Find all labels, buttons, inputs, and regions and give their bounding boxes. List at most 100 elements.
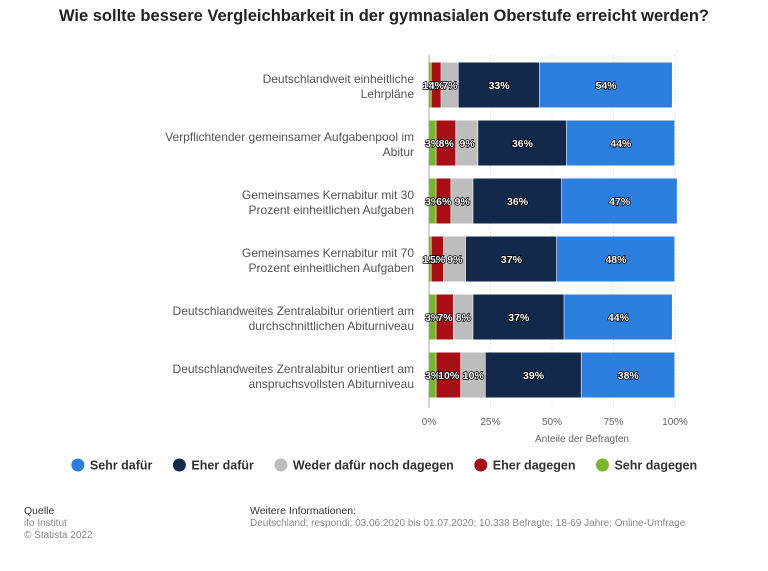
data-label: 3% — [425, 370, 441, 382]
bar-segment[interactable] — [458, 62, 540, 108]
bar-segment[interactable] — [453, 294, 473, 340]
legend-item[interactable]: Eher dafür — [172, 458, 254, 473]
category-label: Verpflichtender gemeinsamer Aufgabenpool… — [165, 130, 414, 159]
bar-segment[interactable] — [465, 236, 557, 282]
bar-segment[interactable] — [436, 352, 461, 398]
bar-segment[interactable] — [429, 294, 436, 340]
x-tick-label: 25% — [480, 417, 500, 428]
legend-item[interactable]: Weder dafür noch dagegen — [274, 458, 454, 473]
x-tick-label: 100% — [662, 417, 688, 428]
legend-item[interactable]: Sehr dagegen — [595, 458, 697, 473]
category-label: Gemeinsames Kernabitur mit 70 Prozent ein… — [242, 246, 414, 275]
bar-segment[interactable] — [451, 178, 473, 224]
bar-segment[interactable] — [566, 120, 675, 166]
data-label: 44% — [610, 138, 632, 150]
bar-segment[interactable] — [564, 294, 672, 340]
chart-title: Wie sollte bessere Vergleichbarkeit in d… — [58, 7, 709, 25]
legend-item[interactable]: Sehr dafür — [71, 458, 153, 473]
category-label: Deutschlandweit einheitliche Lehrpläne — [263, 72, 415, 101]
bar-segment[interactable] — [429, 352, 436, 398]
data-label: 8% — [439, 138, 455, 150]
stacked-bar-chart: 1%4%7% 33% 54%3%8% 9% 36% 44%3%6% 9% 36% 47%1%5%… — [71, 55, 697, 473]
info-text: Deutschland; respondi; 03.06.2020 bis 01… — [250, 517, 686, 529]
data-label: 4% — [429, 80, 445, 92]
legend-marker — [474, 458, 488, 472]
legend-marker — [172, 458, 186, 472]
x-tick-label: 50% — [542, 417, 562, 428]
value-labels: 1%4%7% 33% 54%3%8% 9% 36% 44%3%6% 9% 36% 47%1%5%… — [422, 79, 640, 382]
bar-segment[interactable] — [436, 178, 451, 224]
bar-segment[interactable] — [460, 352, 485, 398]
bar-segment[interactable] — [429, 120, 436, 166]
bar-segment[interactable] — [441, 62, 458, 108]
bar-segment[interactable] — [473, 178, 562, 224]
legend[interactable]: Sehr dafür Eher dafür Weder dafür noch dag… — [71, 458, 697, 473]
data-label: 44% — [608, 312, 630, 324]
bar-segment[interactable] — [443, 236, 466, 282]
source-name: ifo Institut — [24, 517, 67, 529]
data-label: 36% — [507, 196, 529, 208]
copyright: © Statista 2022 — [24, 530, 93, 541]
bar-segment[interactable] — [431, 62, 441, 108]
data-label: 3% — [425, 196, 441, 208]
bar-segment[interactable] — [478, 120, 567, 166]
legend-label: Weder dafür noch dagegen — [293, 459, 454, 473]
data-label: 7% — [442, 80, 458, 92]
data-label: 1% — [423, 254, 439, 266]
bar-segment[interactable] — [539, 62, 672, 108]
legend-label: Sehr dagegen — [614, 459, 697, 473]
legend-marker — [274, 458, 288, 472]
bar-segment[interactable] — [429, 236, 431, 282]
legend-marker — [595, 458, 609, 472]
info-block: Weitere Informationen: Deutschland; resp… — [250, 505, 685, 530]
data-label: 36% — [512, 138, 534, 150]
data-label: 10% — [438, 370, 460, 382]
data-label: 10% — [463, 370, 485, 382]
legend-label: Sehr dafür — [90, 459, 153, 473]
bar-segment[interactable] — [436, 120, 456, 166]
data-label: 37% — [501, 254, 523, 266]
data-label: 39% — [523, 370, 545, 382]
bar-segment[interactable] — [473, 294, 564, 340]
data-label: 1% — [423, 80, 439, 92]
data-label: 9% — [455, 196, 471, 208]
data-label: 47% — [609, 196, 631, 208]
info-heading: Weitere Informationen: — [250, 505, 357, 517]
x-axis-title: Anteile der Befragten — [535, 434, 629, 445]
bars — [429, 62, 677, 398]
data-label: 8% — [456, 312, 472, 324]
bar-segment[interactable] — [561, 178, 677, 224]
data-label: 3% — [425, 138, 441, 150]
bar-segment[interactable] — [429, 62, 431, 108]
data-label: 5% — [430, 254, 446, 266]
category-label: Gemeinsames Kernabitur mit 30 Prozent ein… — [242, 188, 414, 217]
data-label: 54% — [596, 80, 618, 92]
x-tick-label: 0% — [422, 417, 437, 428]
category-label: Deutschlandweites Zentralabitur orientie… — [173, 362, 414, 391]
bar-segment[interactable] — [556, 236, 675, 282]
legend-marker — [71, 458, 85, 472]
source-block: Quelle ifo Institut © Statista 2022 — [24, 505, 93, 543]
data-label: 7% — [437, 312, 453, 324]
legend-label: Eher dagegen — [493, 459, 576, 473]
category-labels: Deutschlandweit einheitliche Lehrpläne Ver… — [165, 72, 414, 391]
legend-item[interactable]: Eher dagegen — [474, 458, 576, 473]
bar-segment[interactable] — [581, 352, 675, 398]
data-label: 37% — [508, 312, 530, 324]
x-axis-ticks: 0% 25% 50% 75% 100% — [422, 417, 688, 428]
bar-segment[interactable] — [485, 352, 581, 398]
bar-segment[interactable] — [431, 236, 444, 282]
data-label: 3% — [425, 312, 441, 324]
data-label: 33% — [489, 80, 511, 92]
source-heading: Quelle — [24, 505, 55, 517]
legend-label: Eher dafür — [191, 459, 254, 473]
grid-lines — [428, 55, 676, 408]
data-label: 9% — [447, 254, 463, 266]
bar-segment[interactable] — [456, 120, 478, 166]
data-label: 6% — [436, 196, 452, 208]
data-label: 48% — [605, 254, 627, 266]
category-label: Deutschlandweites Zentralabitur orientie… — [173, 304, 414, 333]
bar-segment[interactable] — [436, 294, 453, 340]
bar-segment[interactable] — [429, 178, 436, 224]
data-label: 9% — [460, 138, 476, 150]
